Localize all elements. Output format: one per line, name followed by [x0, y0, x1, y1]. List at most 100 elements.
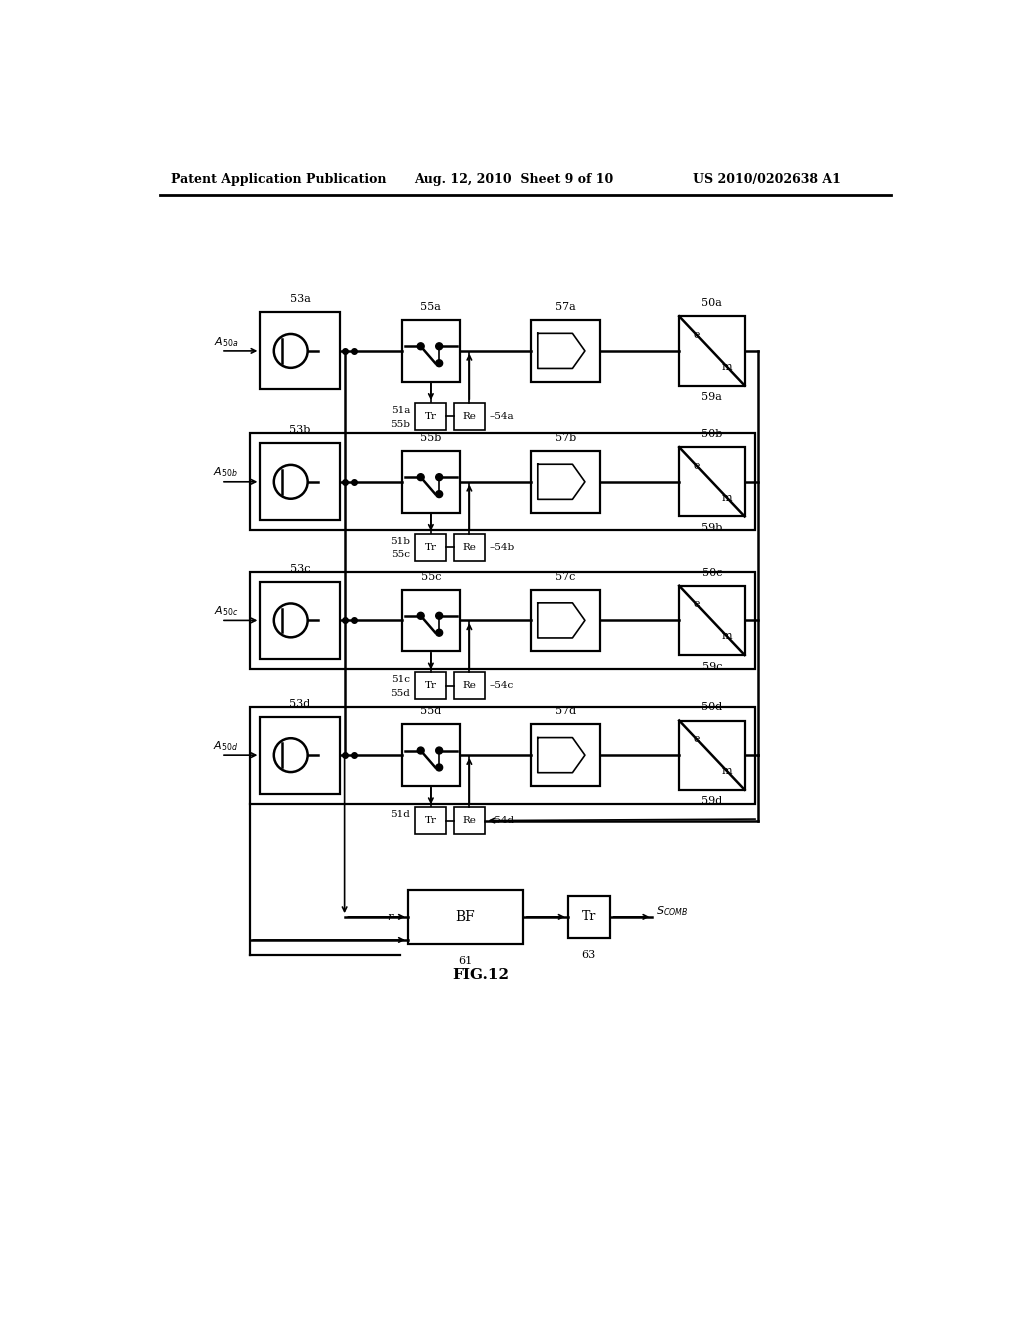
Bar	[454, 403, 484, 430]
Text: 59c: 59c	[701, 661, 722, 672]
Bar	[531, 451, 600, 512]
Text: m: m	[722, 766, 732, 776]
Text: 53c: 53c	[290, 564, 310, 574]
Bar	[259, 313, 340, 389]
Text: 50b: 50b	[701, 429, 723, 440]
Bar	[567, 896, 610, 939]
Text: 51c: 51c	[391, 676, 410, 684]
Text: 57a: 57a	[555, 302, 575, 312]
Bar	[454, 672, 484, 700]
Text: –54a: –54a	[489, 412, 514, 421]
Text: 51b: 51b	[390, 537, 410, 545]
Bar	[531, 590, 600, 651]
Circle shape	[417, 612, 424, 619]
Text: –54b: –54b	[489, 543, 515, 552]
Bar	[416, 533, 446, 561]
Text: $A_{50d}$: $A_{50d}$	[213, 739, 238, 752]
Text: 53a: 53a	[290, 294, 310, 305]
Text: 50d: 50d	[701, 702, 723, 713]
Text: Re: Re	[463, 412, 476, 421]
Bar	[679, 447, 744, 516]
Bar	[531, 321, 600, 381]
Text: $S_{COMB}$: $S_{COMB}$	[656, 904, 688, 917]
Text: 61: 61	[459, 956, 473, 966]
Text: 55a: 55a	[421, 302, 441, 312]
Text: e: e	[693, 734, 700, 744]
Bar	[679, 586, 744, 655]
Circle shape	[435, 747, 442, 754]
Text: 59d: 59d	[701, 796, 723, 807]
Text: r: r	[387, 912, 392, 921]
Text: –54d: –54d	[489, 816, 514, 825]
Bar	[408, 890, 523, 944]
Text: m: m	[722, 631, 732, 642]
Text: 50a: 50a	[701, 298, 722, 308]
Text: 57d: 57d	[555, 706, 577, 717]
Text: Tr: Tr	[425, 816, 437, 825]
Text: $A_{50b}$: $A_{50b}$	[213, 466, 238, 479]
Bar	[416, 807, 446, 834]
Text: Tr: Tr	[425, 412, 437, 421]
Bar	[679, 721, 744, 789]
Bar	[250, 433, 755, 531]
Text: m: m	[722, 492, 732, 503]
Circle shape	[435, 630, 442, 636]
Bar	[259, 582, 340, 659]
Text: Patent Application Publication: Patent Application Publication	[171, 173, 386, 186]
Text: Re: Re	[463, 681, 476, 690]
Bar	[454, 807, 484, 834]
Circle shape	[417, 747, 424, 754]
Bar	[402, 590, 460, 651]
Text: US 2010/0202638 A1: US 2010/0202638 A1	[692, 173, 841, 186]
Text: BF: BF	[456, 909, 475, 924]
Text: FIG.12: FIG.12	[453, 968, 509, 982]
Text: e: e	[693, 330, 700, 341]
Circle shape	[417, 474, 424, 480]
Text: 51a: 51a	[391, 405, 410, 414]
Circle shape	[435, 343, 442, 350]
Text: 55c: 55c	[421, 572, 441, 582]
Bar	[259, 717, 340, 793]
Text: $A_{50a}$: $A_{50a}$	[214, 335, 238, 348]
Text: Re: Re	[463, 543, 476, 552]
Text: 57c: 57c	[555, 572, 575, 582]
Bar	[250, 572, 755, 669]
Text: 55b: 55b	[420, 433, 441, 444]
Text: m: m	[722, 362, 732, 372]
Bar	[402, 451, 460, 512]
Text: 55d: 55d	[390, 689, 410, 698]
Bar	[531, 725, 600, 785]
Text: Tr: Tr	[425, 543, 437, 552]
Text: Tr: Tr	[582, 911, 596, 924]
Text: 55d: 55d	[420, 706, 441, 717]
Text: 57b: 57b	[555, 433, 577, 444]
Text: –54c: –54c	[489, 681, 514, 690]
Text: 55b: 55b	[390, 420, 410, 429]
Text: Tr: Tr	[425, 681, 437, 690]
Text: 51d: 51d	[390, 810, 410, 818]
Text: 53b: 53b	[289, 425, 310, 436]
Circle shape	[435, 474, 442, 480]
Circle shape	[435, 612, 442, 619]
Text: 55c: 55c	[391, 550, 410, 560]
Text: Re: Re	[463, 816, 476, 825]
Bar	[416, 672, 446, 700]
Text: e: e	[693, 461, 700, 471]
Circle shape	[435, 360, 442, 367]
Text: Aug. 12, 2010  Sheet 9 of 10: Aug. 12, 2010 Sheet 9 of 10	[414, 173, 613, 186]
Text: e: e	[693, 599, 700, 610]
Bar	[416, 403, 446, 430]
Circle shape	[417, 343, 424, 350]
Text: 59b: 59b	[701, 523, 723, 533]
Bar	[402, 321, 460, 381]
Text: 50c: 50c	[701, 568, 722, 578]
Bar	[259, 444, 340, 520]
Bar	[679, 317, 744, 385]
Bar	[402, 725, 460, 785]
Bar	[250, 706, 755, 804]
Text: 59a: 59a	[701, 392, 722, 403]
Text: 63: 63	[582, 950, 596, 960]
Circle shape	[435, 764, 442, 771]
Text: $A_{50c}$: $A_{50c}$	[214, 605, 238, 618]
Circle shape	[435, 491, 442, 498]
